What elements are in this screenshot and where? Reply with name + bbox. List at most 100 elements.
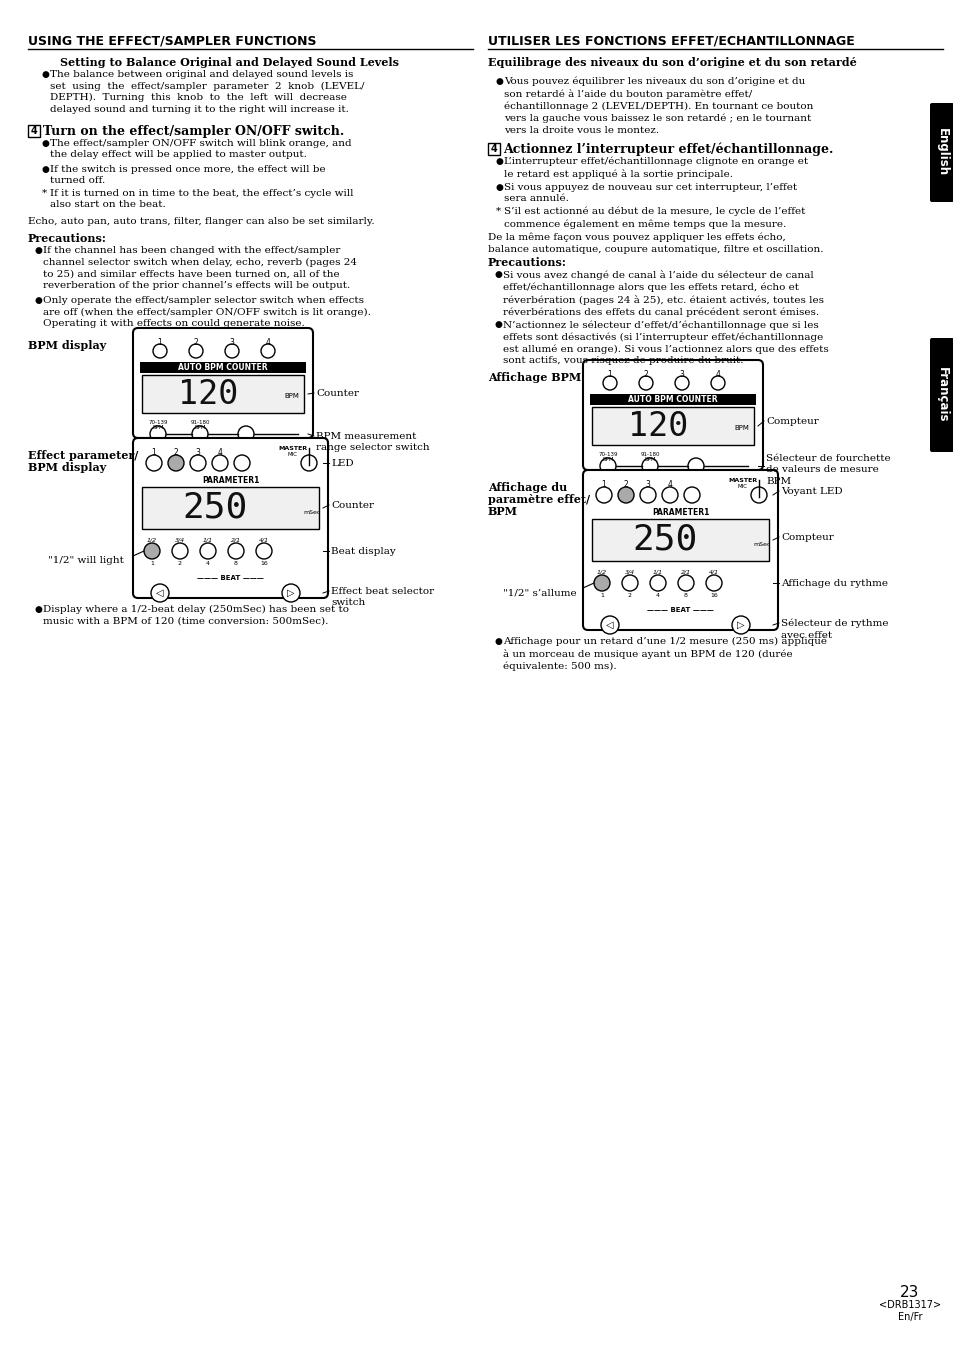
Text: 4: 4 [206, 561, 210, 566]
Text: USING THE EFFECT/SAMPLER FUNCTIONS: USING THE EFFECT/SAMPLER FUNCTIONS [28, 35, 316, 49]
Text: 4: 4 [656, 593, 659, 598]
Text: N’actionnez le sélecteur d’effet/d’échantillonnage que si les
effets sont désact: N’actionnez le sélecteur d’effet/d’échan… [502, 320, 828, 365]
FancyBboxPatch shape [582, 470, 778, 630]
Circle shape [687, 458, 703, 474]
Text: MIC: MIC [288, 453, 297, 457]
Text: BPM measurement
range selector switch: BPM measurement range selector switch [315, 432, 429, 453]
Circle shape [212, 455, 228, 471]
Text: Only operate the effect/sampler selector switch when effects
are off (when the e: Only operate the effect/sampler selector… [43, 296, 371, 328]
Text: Precautions:: Precautions: [28, 232, 107, 245]
FancyBboxPatch shape [929, 338, 953, 453]
FancyBboxPatch shape [132, 438, 328, 598]
Text: Turn on the effect/sampler ON/OFF switch.: Turn on the effect/sampler ON/OFF switch… [43, 126, 344, 138]
Text: Sélecteur de rythme
avec effet: Sélecteur de rythme avec effet [781, 619, 887, 640]
Circle shape [661, 486, 678, 503]
Circle shape [152, 345, 167, 358]
Text: ●: ● [496, 77, 503, 86]
Text: 120: 120 [627, 409, 687, 443]
Text: 1/2: 1/2 [147, 536, 157, 542]
Text: ▷: ▷ [737, 620, 744, 630]
Text: 120: 120 [177, 377, 238, 411]
Text: Precautions:: Precautions: [488, 257, 566, 267]
Text: ——— BEAT ———: ——— BEAT ——— [646, 607, 713, 613]
Text: 70-139
BPM: 70-139 BPM [598, 453, 618, 462]
Text: Display where a 1/2-beat delay (250mSec) has been set to
music with a BPM of 120: Display where a 1/2-beat delay (250mSec)… [43, 605, 349, 626]
Text: 4: 4 [30, 126, 37, 136]
Circle shape [261, 345, 274, 358]
Text: "1/2" s’allume: "1/2" s’allume [502, 588, 576, 597]
Text: 91-180
BPM: 91-180 BPM [639, 453, 659, 462]
Text: <DRB1317>: <DRB1317> [878, 1300, 940, 1310]
FancyBboxPatch shape [582, 359, 762, 470]
Text: ●: ● [495, 320, 502, 330]
Text: ●: ● [42, 139, 50, 149]
Circle shape [705, 576, 721, 590]
Circle shape [618, 486, 634, 503]
Text: BPM display: BPM display [28, 462, 106, 473]
Text: 1: 1 [601, 480, 606, 489]
Circle shape [599, 458, 616, 474]
Text: ●: ● [496, 182, 503, 192]
Text: 2/1: 2/1 [680, 569, 690, 574]
Text: BPM: BPM [488, 507, 517, 517]
Text: 2/1: 2/1 [231, 536, 241, 542]
Text: 16: 16 [260, 561, 268, 566]
Text: 2: 2 [178, 561, 182, 566]
Text: ●: ● [35, 246, 43, 255]
Circle shape [192, 426, 208, 442]
Text: *: * [42, 189, 47, 199]
Text: 1/2: 1/2 [597, 569, 606, 574]
Circle shape [602, 376, 617, 390]
Text: ●: ● [495, 638, 502, 646]
Circle shape [233, 455, 250, 471]
Circle shape [146, 455, 162, 471]
Text: ◁: ◁ [605, 620, 613, 630]
Text: 2: 2 [627, 593, 631, 598]
Bar [140, 362, 306, 373]
Text: ●: ● [35, 605, 43, 613]
Circle shape [168, 455, 184, 471]
Text: 16: 16 [709, 593, 717, 598]
Text: PARAMETER1: PARAMETER1 [651, 508, 708, 517]
Text: LED: LED [331, 459, 354, 467]
Text: 3: 3 [645, 480, 650, 489]
Text: Echo, auto pan, auto trans, filter, flanger can also be set similarly.: Echo, auto pan, auto trans, filter, flan… [28, 218, 375, 226]
Bar [28, 126, 40, 136]
Text: 4: 4 [715, 370, 720, 380]
Text: Sélecteur de fourchette
de valeurs de mesure
BPM: Sélecteur de fourchette de valeurs de me… [765, 454, 890, 486]
Text: Counter: Counter [315, 389, 358, 399]
Text: 1/1: 1/1 [652, 569, 662, 574]
Circle shape [596, 486, 612, 503]
Text: 4: 4 [490, 145, 497, 154]
Text: Vous pouvez équilibrer les niveaux du son d’origine et du
son retardé à l’aide d: Vous pouvez équilibrer les niveaux du so… [503, 77, 813, 135]
Text: 250: 250 [183, 490, 248, 526]
Text: 1: 1 [152, 449, 156, 457]
Text: BPM: BPM [733, 426, 748, 431]
Text: *: * [496, 207, 500, 216]
Text: paramètre effet/: paramètre effet/ [488, 494, 590, 505]
FancyBboxPatch shape [132, 328, 313, 438]
Text: 91-180
BPM: 91-180 BPM [190, 420, 210, 431]
Text: AUTO BPM COUNTER: AUTO BPM COUNTER [627, 394, 717, 404]
Bar [592, 407, 753, 444]
Text: mSec: mSec [752, 542, 770, 547]
Circle shape [600, 616, 618, 634]
Circle shape [675, 376, 688, 390]
Text: 8: 8 [683, 593, 687, 598]
Circle shape [639, 376, 652, 390]
Circle shape [594, 576, 609, 590]
Text: Actionnez l’interrupteur effet/échantillonnage.: Actionnez l’interrupteur effet/échantill… [502, 143, 833, 157]
Text: The effect/sampler ON/OFF switch will blink orange, and
the delay effect will be: The effect/sampler ON/OFF switch will bl… [50, 139, 352, 159]
Text: The balance between original and delayed sound levels is
set  using  the  effect: The balance between original and delayed… [50, 70, 364, 113]
Text: MASTER: MASTER [728, 478, 757, 484]
Circle shape [683, 486, 700, 503]
Text: Affichage du: Affichage du [488, 482, 567, 493]
Bar [589, 394, 755, 405]
Text: ●: ● [495, 270, 502, 280]
Circle shape [225, 345, 239, 358]
Text: Voyant LED: Voyant LED [781, 486, 841, 496]
Text: 1: 1 [150, 561, 153, 566]
Circle shape [621, 576, 638, 590]
Text: Equilibrage des niveaux du son d’origine et du son retardé: Equilibrage des niveaux du son d’origine… [488, 57, 856, 68]
Circle shape [750, 486, 766, 503]
